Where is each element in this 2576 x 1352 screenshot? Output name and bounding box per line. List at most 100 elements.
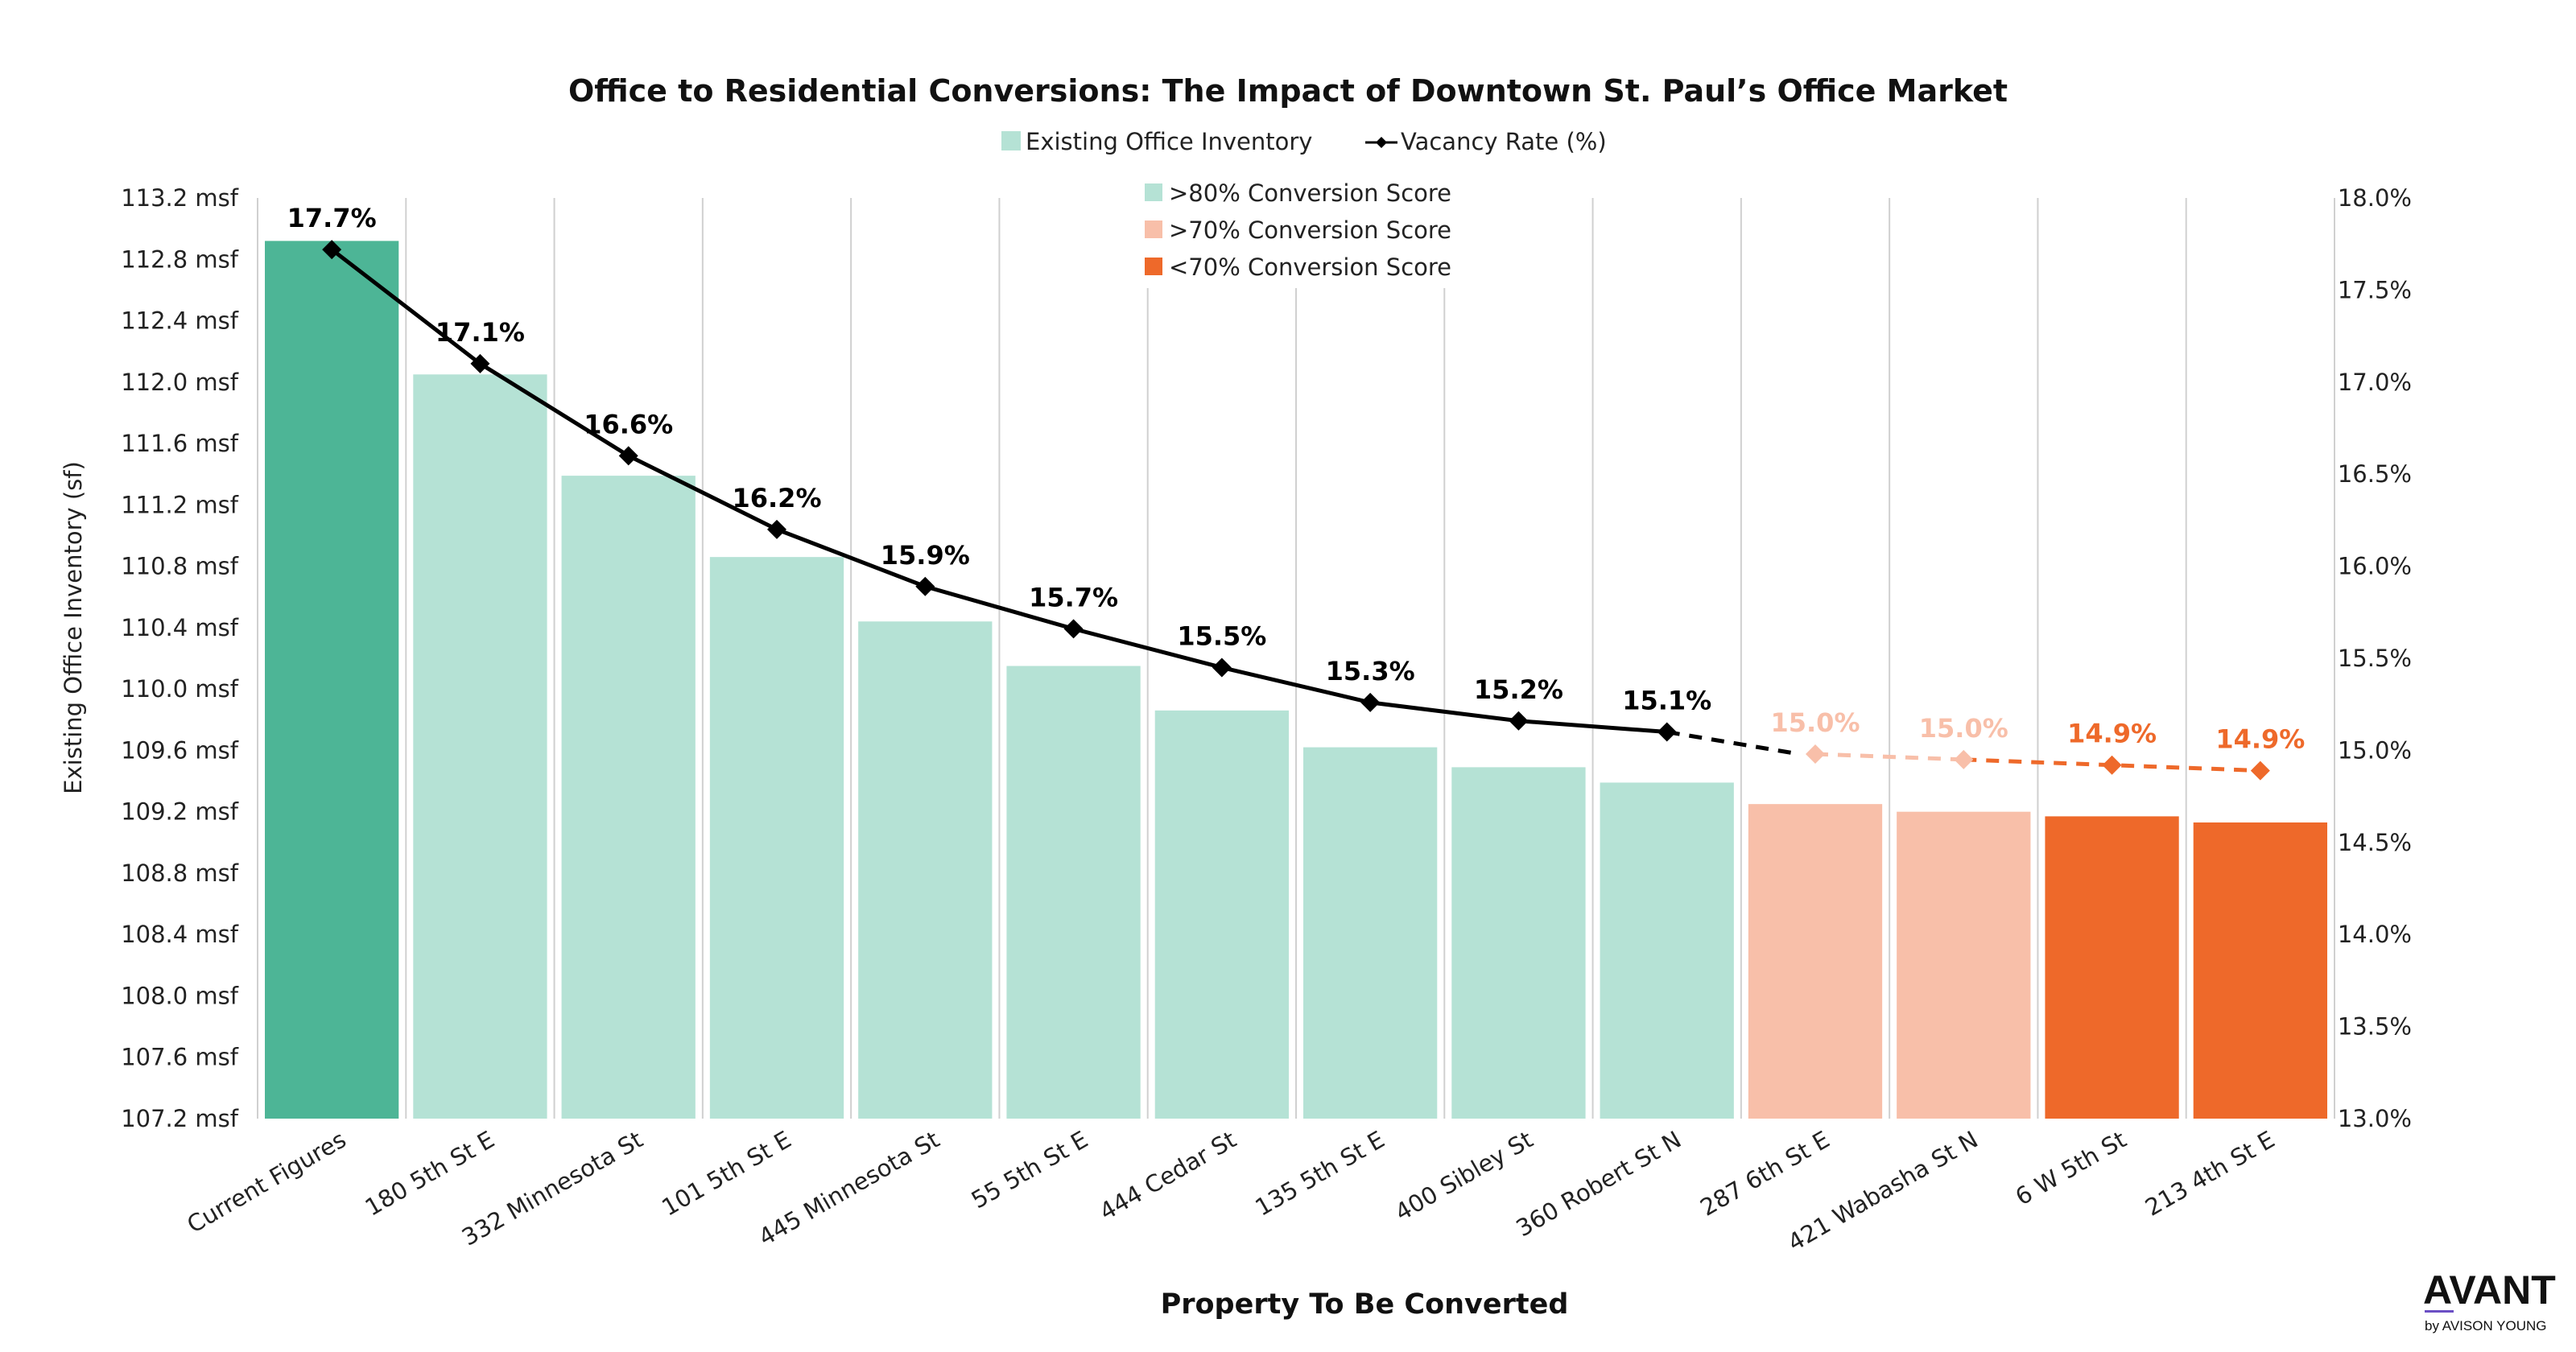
vacancy-point-2 — [470, 353, 490, 373]
y-tick-label: 112.8 msf — [121, 245, 239, 273]
bar-3 — [561, 476, 696, 1119]
bar-7 — [1154, 710, 1289, 1119]
legend-swatch-lt70 — [1145, 258, 1162, 275]
x-category-label: 360 Robert St N — [1511, 1126, 1686, 1243]
vacancy-data-label: 16.6% — [584, 409, 673, 439]
y-axis-left-ticks: 107.2 msf 107.6 msf 108.0 msf 108.4 msf 108.… — [121, 184, 239, 1132]
vacancy-data-label: 15.7% — [1029, 582, 1118, 612]
x-category-label: 6 W 5th St — [2011, 1126, 2131, 1211]
x-category-label: 400 Sibley St — [1390, 1126, 1538, 1226]
legend-swatch-gt80 — [1145, 183, 1162, 201]
vacancy-data-label: 14.9% — [2067, 719, 2157, 749]
bar-12 — [1897, 811, 2031, 1119]
vacancy-line-dashed-gt70 — [1814, 752, 1964, 762]
y-tick-label: 110.0 msf — [121, 675, 239, 703]
vacancy-data-label: 15.3% — [1326, 656, 1415, 686]
gridlines — [257, 198, 2335, 1119]
y-tick-label: 107.2 msf — [121, 1105, 239, 1132]
y-axis-title: Existing Office Inventory (sf) — [60, 461, 87, 794]
vacancy-data-label: 15.0% — [1919, 713, 2008, 744]
vacancy-point-12 — [1954, 749, 1974, 769]
legend-label-gt70: >70% Conversion Score — [1169, 216, 1451, 244]
vacancy-data-label: 15.2% — [1474, 674, 1563, 705]
y-tick-label: 112.0 msf — [121, 369, 239, 396]
x-axis-title: Property To Be Converted — [1161, 1288, 1569, 1321]
y-tick-label: 108.4 msf — [121, 921, 239, 948]
vacancy-point-11 — [1806, 744, 1825, 764]
vacancy-data-label: 15.1% — [1622, 686, 1711, 716]
y-tick-label: 113.2 msf — [121, 184, 239, 212]
avant-logo: AVANT by AVISON YOUNG — [2423, 1268, 2556, 1333]
bar-1 — [265, 241, 399, 1119]
x-category-label: 55 5th St E — [967, 1126, 1092, 1214]
x-category-label: 213 4th St E — [2140, 1126, 2279, 1222]
bar-11 — [1748, 804, 1883, 1119]
vacancy-point-14 — [2250, 760, 2270, 781]
y-tick-label: 109.2 msf — [121, 798, 239, 826]
y-tick-label: 111.2 msf — [121, 491, 239, 518]
y2-tick-label: 18.0% — [2338, 184, 2412, 212]
bar-13 — [2045, 816, 2179, 1119]
vacancy-data-label: 16.2% — [732, 483, 821, 513]
vacancy-data-label: 15.9% — [881, 540, 970, 571]
chart-title: Office to Residential Conversions: The I… — [568, 73, 2008, 109]
vacancy-line-series: 17.7% 17.1% 16.6% 16.2% 15.9% 15.7% 15.5% 15.3%… — [287, 203, 2305, 781]
vacancy-data-label: 17.7% — [287, 203, 377, 233]
vacancy-data-label: 15.5% — [1177, 620, 1266, 651]
vacancy-point-13 — [2102, 755, 2122, 775]
x-category-label: 444 Cedar St — [1095, 1126, 1241, 1226]
vacancy-point-9 — [1509, 711, 1529, 731]
y-tick-label: 109.6 msf — [121, 736, 239, 764]
bar-4 — [709, 557, 844, 1119]
y-tick-label: 112.4 msf — [121, 307, 239, 335]
legend-marker-vacancy — [1376, 137, 1387, 148]
bar-series — [265, 241, 2327, 1119]
vacancy-point-10 — [1657, 722, 1677, 742]
x-category-label: 135 5th St E — [1250, 1126, 1389, 1222]
y2-tick-label: 13.5% — [2338, 1013, 2412, 1041]
vacancy-point-3 — [618, 446, 638, 466]
y-tick-label: 110.4 msf — [121, 614, 239, 641]
y-tick-label: 110.8 msf — [121, 553, 239, 580]
legend-swatch-inventory — [1001, 131, 1021, 150]
vacancy-data-label: 17.1% — [436, 317, 525, 348]
y2-tick-label: 16.5% — [2338, 460, 2412, 488]
vacancy-point-5 — [915, 576, 935, 596]
y2-tick-label: 15.0% — [2338, 736, 2412, 764]
x-category-label: 180 5th St E — [361, 1126, 499, 1222]
y2-tick-label: 16.0% — [2338, 553, 2412, 580]
bar-6 — [1006, 666, 1141, 1119]
bar-5 — [858, 621, 993, 1119]
legend-label-vacancy: Vacancy Rate (%) — [1401, 128, 1607, 155]
bar-2 — [413, 374, 547, 1119]
legend-top: Existing Office Inventory Vacancy Rate (… — [1001, 128, 1607, 155]
legend-label-inventory: Existing Office Inventory — [1026, 128, 1312, 155]
bar-14 — [2193, 822, 2327, 1119]
y-tick-label: 108.8 msf — [121, 859, 239, 887]
y-tick-label: 107.6 msf — [121, 1044, 239, 1071]
bar-10 — [1600, 782, 1734, 1119]
y-axis-right-ticks: 13.0% 13.5% 14.0% 14.5% 15.0% 15.5% 16.0% 16.5%… — [2338, 184, 2412, 1132]
vacancy-data-label: 14.9% — [2215, 724, 2305, 755]
vacancy-line-dashed-lt70 — [1963, 757, 2260, 773]
legend-groups: >80% Conversion Score >70% Conversion Sc… — [1132, 175, 1462, 288]
y-tick-label: 108.0 msf — [121, 982, 239, 1009]
legend-swatch-gt70 — [1145, 221, 1162, 238]
y2-tick-label: 13.0% — [2338, 1105, 2412, 1132]
bar-9 — [1451, 767, 1586, 1119]
x-category-label: 287 6th St E — [1695, 1126, 1834, 1222]
vacancy-point-1 — [322, 240, 342, 260]
vacancy-line-solid — [330, 248, 1667, 735]
vacancy-data-label: 15.0% — [1770, 707, 1860, 738]
y2-tick-label: 14.5% — [2338, 829, 2412, 856]
legend-groups-background — [1132, 175, 1462, 288]
y2-tick-label: 14.0% — [2338, 921, 2412, 948]
logo-subtitle: by AVISON YOUNG — [2425, 1318, 2546, 1333]
vacancy-point-7 — [1212, 657, 1232, 678]
logo-accent-bar — [2425, 1310, 2454, 1313]
y2-tick-label: 17.0% — [2338, 369, 2412, 396]
y-tick-label: 111.6 msf — [121, 430, 239, 457]
vacancy-point-8 — [1360, 692, 1381, 712]
